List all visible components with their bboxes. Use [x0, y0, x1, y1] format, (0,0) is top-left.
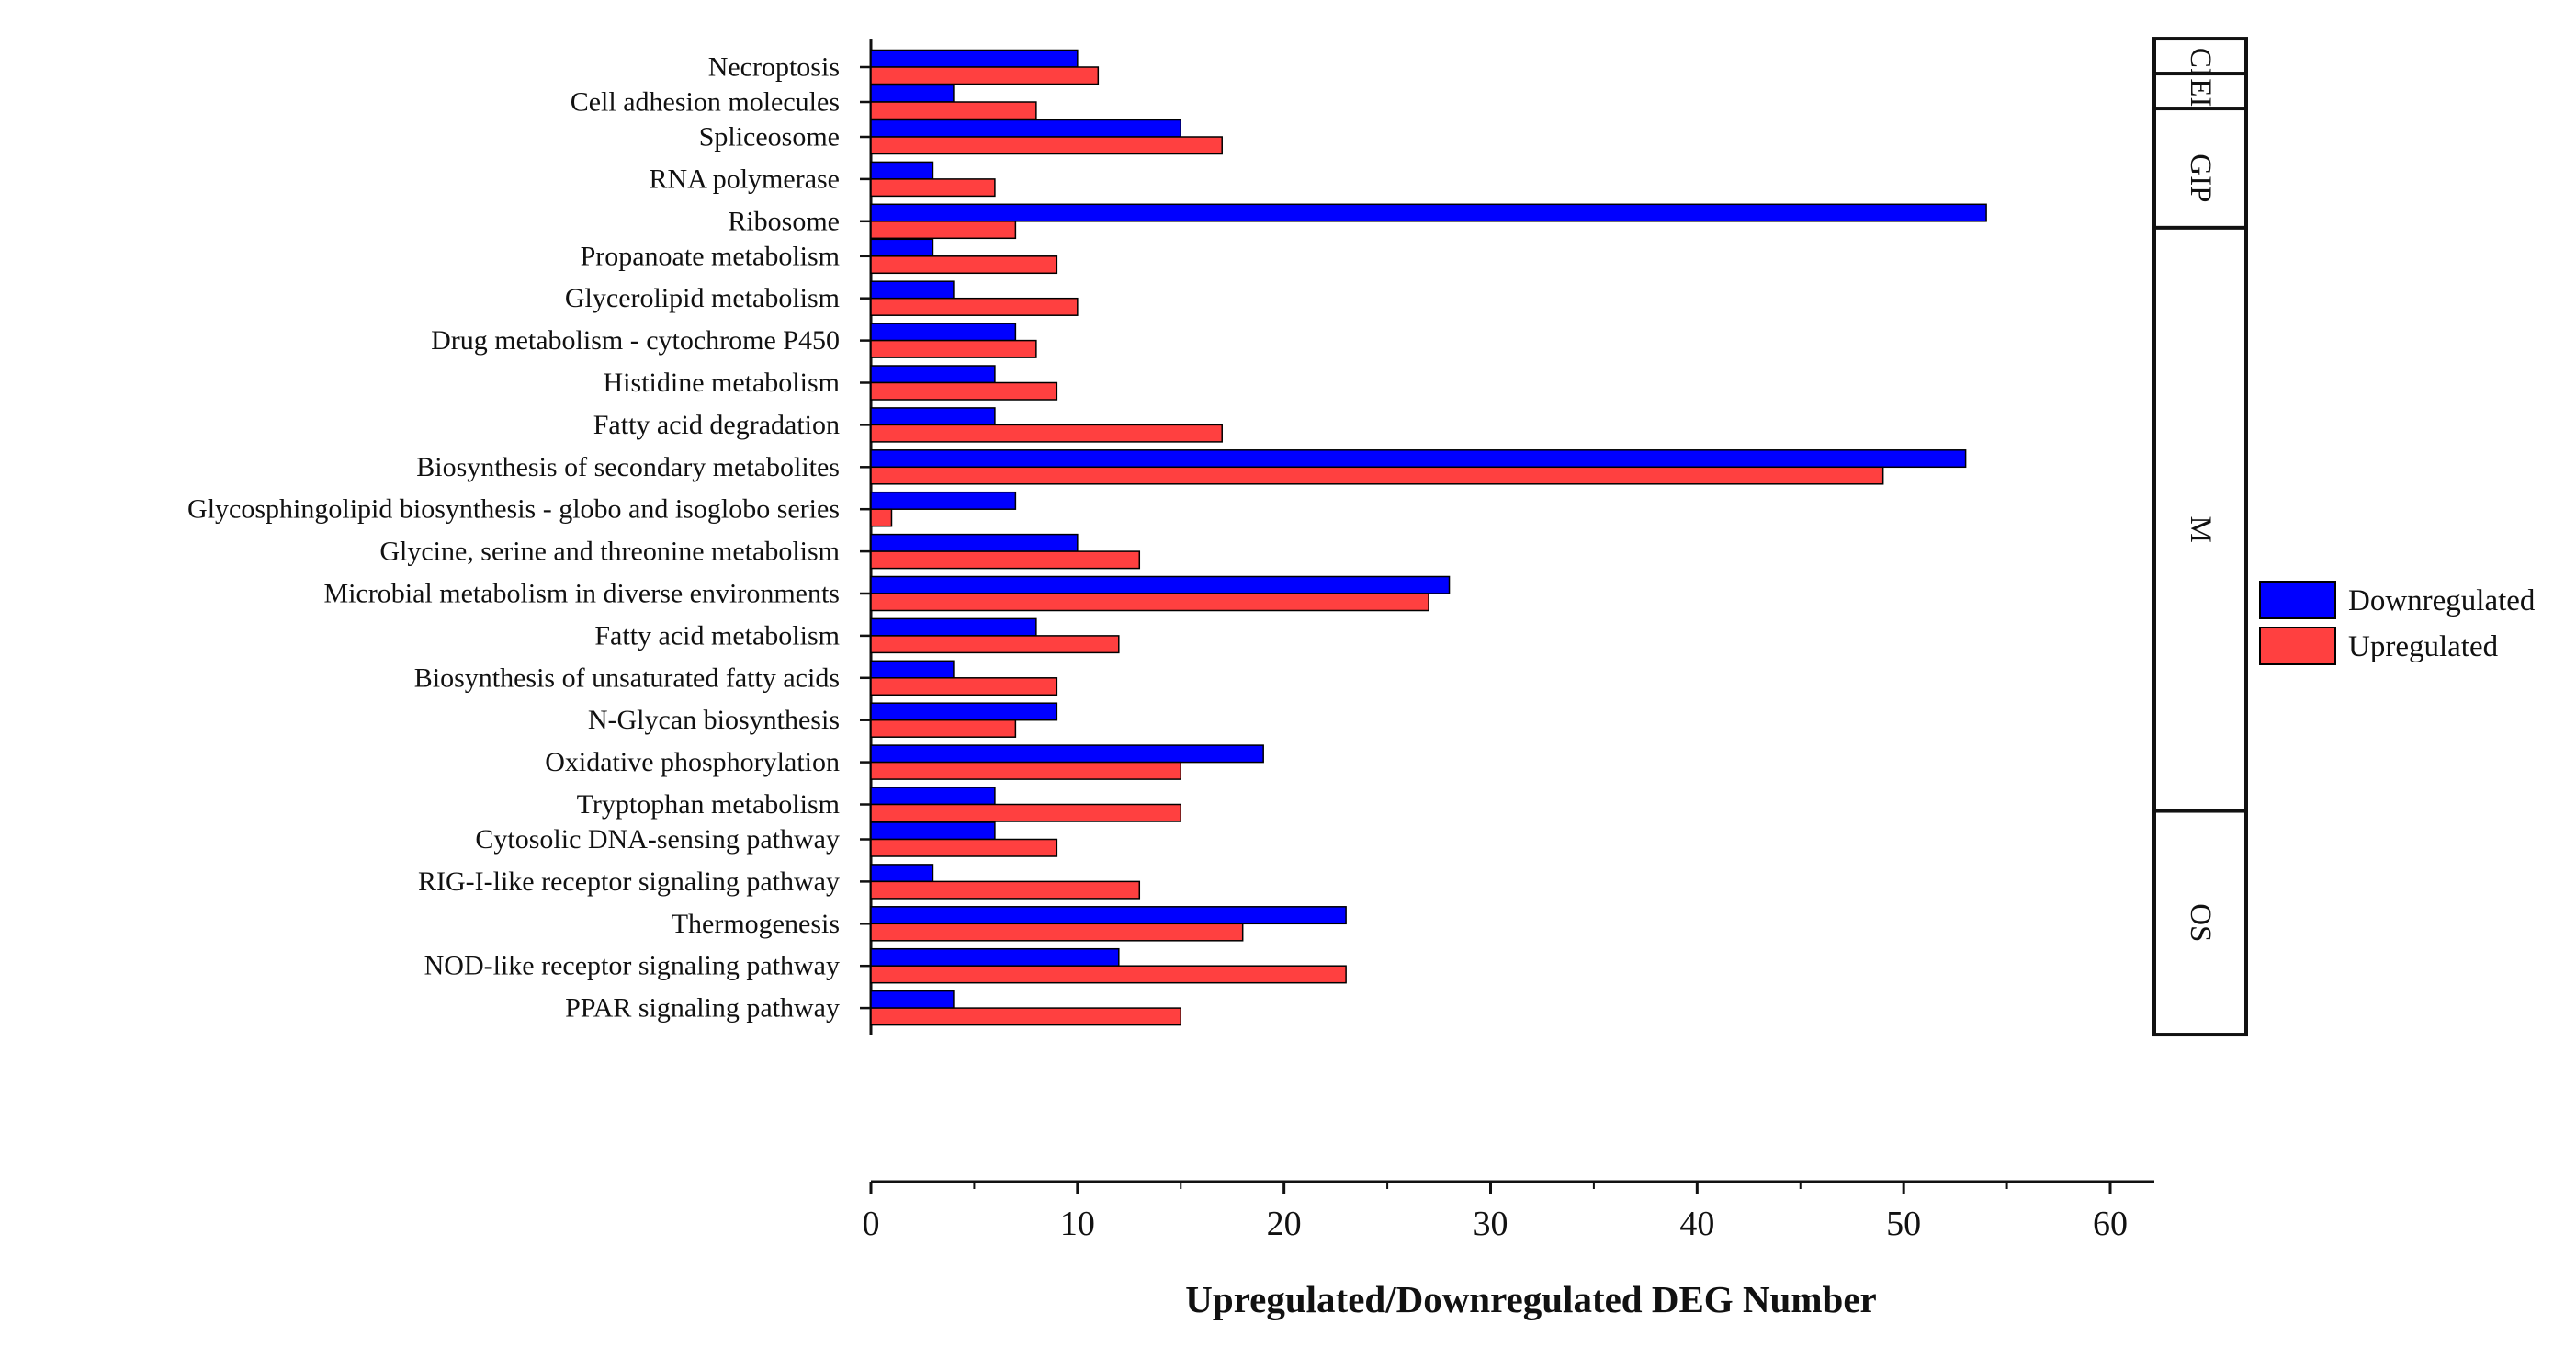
category-label: Biosynthesis of secondary metabolites	[416, 452, 840, 482]
category-label: Histidine metabolism	[604, 368, 840, 398]
x-tick-label: 30	[1474, 1205, 1508, 1243]
category-label: Glycine, serine and threonine metabolism	[379, 537, 840, 567]
category-label: RIG-I-like receptor signaling pathway	[418, 866, 840, 897]
category-label: N-Glycan biosynthesis	[588, 705, 840, 735]
bar-downregulated	[870, 203, 1987, 222]
category-label: Fatty acid metabolism	[594, 620, 840, 651]
legend-swatch-downregulated	[2259, 581, 2336, 619]
category-label: Biosynthesis of unsaturated fatty acids	[414, 662, 840, 693]
bar-downregulated	[870, 660, 955, 679]
bar-downregulated	[870, 161, 934, 180]
group-label-gip: GIP	[2184, 153, 2217, 202]
bar-upregulated	[870, 466, 1884, 485]
x-tick-label: 50	[1886, 1205, 1921, 1243]
category-label: Cytosolic DNA-sensing pathway	[475, 824, 840, 855]
bar-upregulated	[870, 677, 1058, 696]
bar-upregulated	[870, 880, 1141, 900]
bar-upregulated	[870, 803, 1181, 822]
bar-upregulated	[870, 66, 1100, 85]
bar-upregulated	[870, 255, 1058, 275]
bar-upregulated	[870, 508, 893, 527]
bar-upregulated	[870, 297, 1079, 316]
bar-downregulated	[870, 864, 934, 883]
legend-swatch-upregulated	[2259, 627, 2336, 665]
group-label-os: OS	[2184, 903, 2217, 942]
bar-upregulated	[870, 719, 1017, 738]
bar-downregulated	[870, 906, 1347, 925]
category-label: Microbial metabolism in diverse environm…	[323, 579, 840, 609]
x-tick-label: 10	[1060, 1205, 1095, 1243]
x-tick-label: 40	[1679, 1205, 1714, 1243]
bar-downregulated	[870, 238, 934, 257]
x-tick-label: 0	[863, 1205, 880, 1243]
category-label: PPAR signaling pathway	[565, 993, 840, 1024]
category-label: Glycosphingolipid biosynthesis - globo a…	[187, 494, 840, 525]
bar-downregulated	[870, 702, 1058, 721]
bar-downregulated	[870, 575, 1451, 594]
category-label: Drug metabolism - cytochrome P450	[431, 325, 840, 356]
group-strip-os	[2152, 809, 2248, 1037]
category-label: Oxidative phosphorylation	[545, 747, 840, 777]
bar-upregulated	[870, 136, 1223, 155]
bar-upregulated	[870, 381, 1058, 401]
legend-label-upregulated: Upregulated	[2348, 630, 2499, 663]
category-label: Cell adhesion molecules	[571, 87, 840, 118]
x-tick-label: 20	[1267, 1205, 1302, 1243]
bar-upregulated	[870, 424, 1223, 443]
bar-upregulated	[870, 101, 1037, 120]
bar-upregulated	[870, 339, 1037, 358]
bar-downregulated	[870, 84, 955, 103]
category-label: NOD-like receptor signaling pathway	[424, 951, 840, 981]
bar-downregulated	[870, 280, 955, 300]
bar-upregulated	[870, 1007, 1181, 1026]
bar-upregulated	[870, 635, 1120, 654]
bar-downregulated	[870, 365, 996, 384]
bar-upregulated	[870, 965, 1347, 984]
bar-downregulated	[870, 323, 1017, 342]
x-tick-label: 60	[2093, 1205, 2128, 1243]
category-label: Propanoate metabolism	[581, 241, 840, 271]
category-label: Glycerolipid metabolism	[565, 283, 840, 313]
bar-upregulated	[870, 923, 1244, 942]
bar-downregulated	[870, 990, 955, 1009]
category-label: RNA polymerase	[650, 164, 840, 194]
category-label: Tryptophan metabolism	[577, 789, 840, 820]
bar-upregulated	[870, 178, 996, 198]
bar-downregulated	[870, 119, 1181, 138]
bar-upregulated	[870, 838, 1058, 857]
category-label: Spliceosome	[699, 122, 840, 153]
bar-downregulated	[870, 787, 996, 806]
bar-downregulated	[870, 449, 1967, 469]
bar-upregulated	[870, 550, 1141, 570]
x-axis-title: Upregulated/Downregulated DEG Number	[1185, 1278, 1876, 1320]
category-label: Thermogenesis	[672, 909, 840, 939]
group-label-m: M	[2184, 515, 2217, 542]
legend-label-downregulated: Downregulated	[2348, 584, 2536, 617]
category-label: Ribosome	[728, 206, 840, 236]
bar-upregulated	[870, 593, 1429, 612]
bar-downregulated	[870, 491, 1017, 510]
bar-downregulated	[870, 744, 1264, 764]
bar-upregulated	[870, 221, 1017, 240]
category-label: Fatty acid degradation	[593, 410, 840, 440]
bar-downregulated	[870, 407, 996, 426]
bar-downregulated	[870, 533, 1079, 552]
bar-downregulated	[870, 821, 996, 841]
bar-downregulated	[870, 947, 1120, 967]
bar-downregulated	[870, 617, 1037, 637]
category-label: Necroptosis	[708, 52, 840, 83]
bar-upregulated	[870, 761, 1181, 780]
bar-downregulated	[870, 49, 1079, 68]
